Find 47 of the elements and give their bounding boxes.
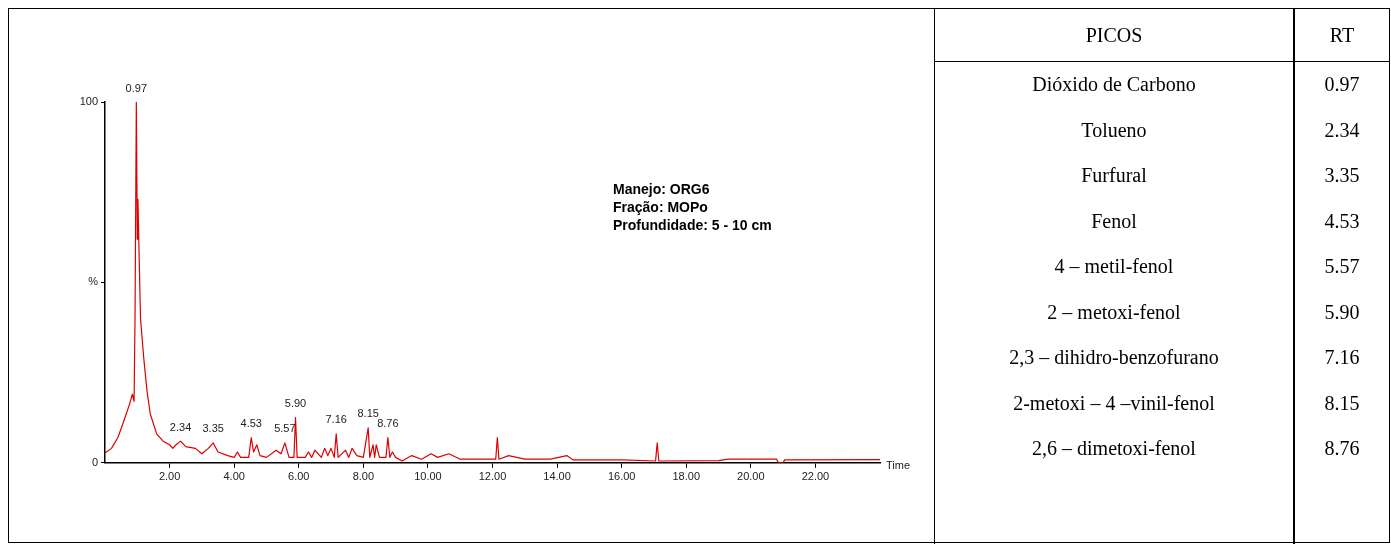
x-tick-label: 22.00 [801, 470, 830, 483]
x-tick-label: 18.00 [672, 470, 701, 483]
category-label: Fenol [1090, 209, 1138, 233]
text: 2.34 [1324, 118, 1360, 141]
annotation: 5.57 [274, 422, 296, 435]
category-label: Tolueno [1080, 118, 1148, 142]
x-tick-label: 14.00 [543, 470, 571, 483]
text: 3.35 [1324, 164, 1360, 187]
text: RT [1328, 23, 1356, 47]
annotation: Manejo: ORG6 [613, 180, 711, 198]
y-tick-label: 100 [79, 95, 98, 108]
text: 7.16 [1324, 346, 1360, 369]
y-tick-label: 0 [91, 455, 98, 468]
annotation: Profundidade: 5 - 10 cm [613, 216, 772, 234]
text: 8.76 [1324, 437, 1360, 460]
annotation: 0.97 [125, 81, 148, 94]
x-tick-label: 2.00 [158, 470, 181, 483]
annotation: 3.35 [202, 422, 224, 435]
annotation: 7.16 [325, 413, 347, 426]
x-tick-label: 10.00 [414, 470, 442, 483]
category-label: Dióxido de Carbono [1031, 73, 1197, 97]
text: PICOS [1084, 23, 1144, 47]
text: 5.57 [1324, 255, 1360, 278]
annotation: Fração: MOPo [613, 198, 709, 216]
text: 4.53 [1324, 209, 1360, 232]
x-tick-label: 6.00 [288, 470, 310, 483]
category-label: 2 – metoxi-fenol [1046, 300, 1182, 324]
annotation: 4.53 [240, 417, 262, 430]
x-tick-label: 4.00 [223, 470, 245, 483]
annotation: 5.90 [284, 397, 307, 410]
category-label: Furfural [1080, 164, 1148, 188]
x-axis-title: Time [886, 458, 911, 471]
text: 0.97 [1324, 73, 1360, 96]
text: 8.15 [1324, 391, 1360, 414]
category-label: 4 – metil-fenol [1053, 255, 1175, 279]
x-tick-label: 12.00 [478, 470, 507, 483]
x-tick-label: 8.00 [352, 470, 375, 483]
annotation: 8.15 [357, 407, 379, 420]
x-tick-label: 16.00 [607, 470, 636, 483]
y-tick-label: % [88, 275, 99, 288]
category-label: 2,6 – dimetoxi-fenol [1031, 437, 1197, 461]
category-label: 2-metoxi – 4 –vinil-fenol [1012, 391, 1216, 415]
text: 5.90 [1324, 300, 1360, 323]
x-tick-label: 20.00 [737, 470, 765, 483]
category-label: 2,3 – dihidro-benzofurano [1008, 346, 1220, 370]
annotation: 8.76 [377, 417, 399, 430]
annotation: 2.34 [169, 420, 192, 433]
